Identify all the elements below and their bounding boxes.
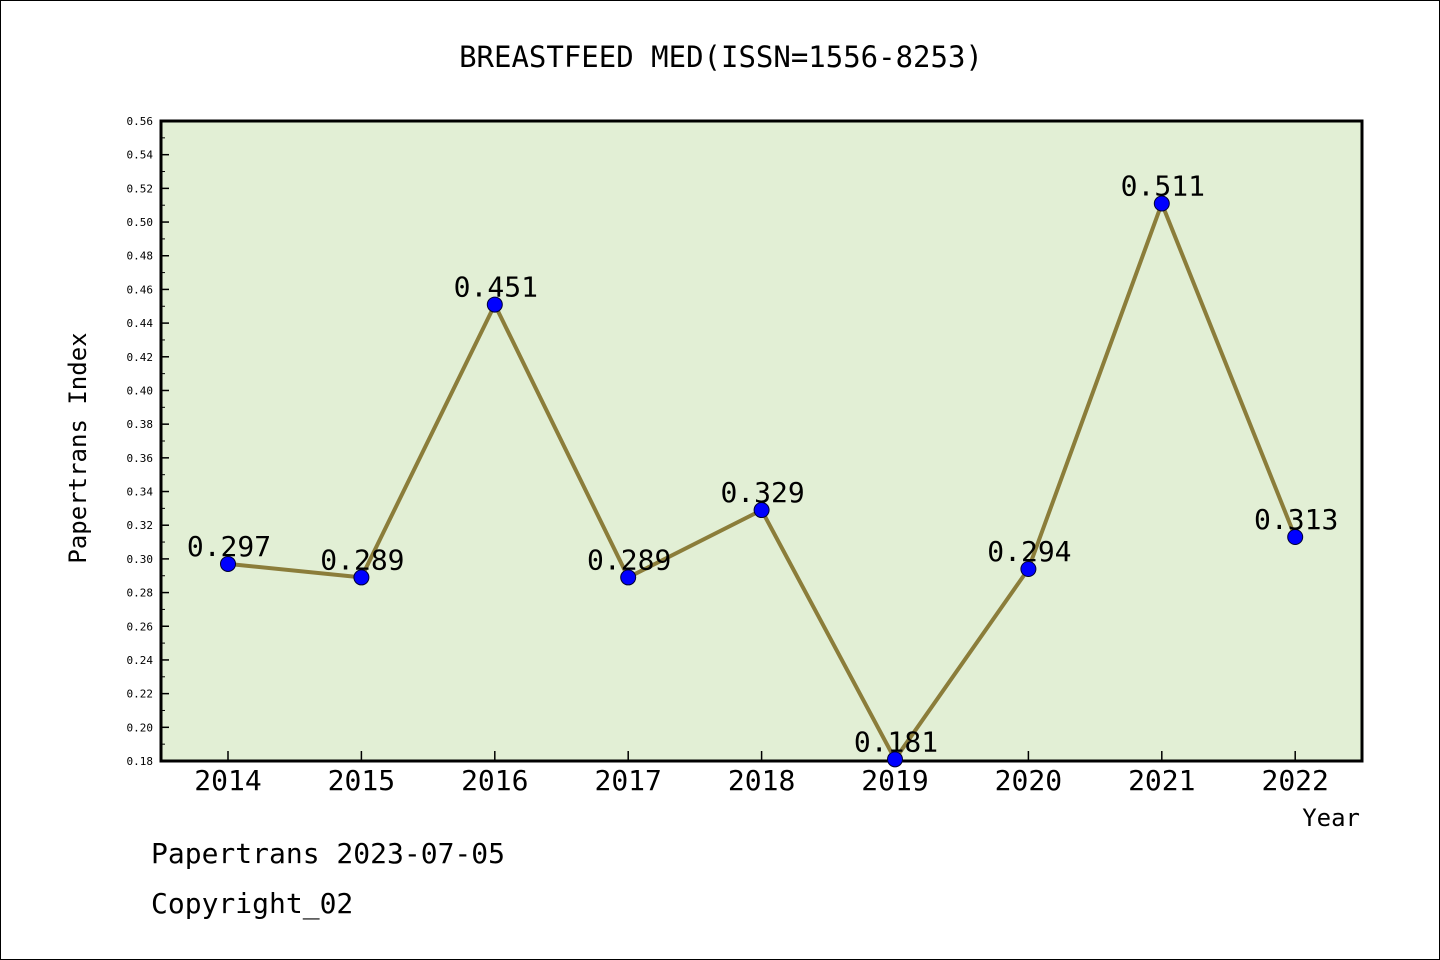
x-tick-label: 2021 [1128,764,1195,797]
data-label: 0.451 [454,271,538,304]
y-tick-label: 0.22 [127,688,154,701]
data-label: 0.181 [854,725,938,758]
data-label: 0.297 [187,530,271,563]
y-tick-label: 0.46 [127,283,154,296]
x-axis-title: Year [1302,804,1360,832]
data-point [1287,529,1304,545]
plot-area [159,119,1364,763]
data-point [220,555,236,572]
data-label: 0.294 [987,535,1071,568]
data-label: 0.289 [320,543,404,576]
data-point [620,569,637,586]
data-point [753,502,770,519]
data-label: 0.313 [1254,503,1338,536]
data-points [220,195,1304,768]
y-tick-label: 0.36 [127,452,154,465]
x-tick-label: 2022 [1261,764,1328,797]
data-point [1153,195,1170,212]
chart-title: BREASTFEED MED(ISSN=1556-8253) [459,40,983,74]
data-label: 0.289 [587,543,671,576]
y-tick-label: 0.50 [127,216,154,229]
x-tick-label: 2015 [328,764,395,797]
x-tick-label: 2020 [995,764,1062,797]
y-tick-label: 0.38 [127,418,154,431]
footer-date: Papertrans 2023-07-05 [151,837,506,870]
data-point [1020,561,1037,577]
x-axis: 2014 2015 2016 2017 2018 2019 2020 2021 2022 [194,751,1329,797]
y-tick-label: 0.28 [127,587,154,600]
y-tick-label: 0.56 [127,115,154,128]
y-tick-label: 0.30 [127,553,154,566]
data-point [353,569,370,586]
x-tick-label: 2014 [194,764,261,797]
y-axis: 0.18 0.20 0.22 0.24 0.26 0.28 0.30 0.32 0.34 0.36… [127,115,169,768]
y-tick-label: 0.44 [127,317,154,330]
y-tick-label: 0.54 [127,149,154,162]
y-tick-label: 0.26 [127,620,154,633]
y-tick-label: 0.52 [127,182,154,195]
y-tick-label: 0.34 [127,486,154,499]
y-tick-label: 0.18 [127,755,154,768]
x-tick-label: 2016 [461,764,528,797]
y-tick-label: 0.42 [127,351,154,364]
x-tick-label: 2017 [594,764,661,797]
footer-copyright: Copyright_02 [151,887,354,920]
data-labels: 0.297 0.289 0.451 0.289 0.329 0.181 0.294 0.511… [187,170,1338,759]
y-tick-label: 0.40 [127,384,154,397]
y-axis-title: Papertrans Index [64,332,92,563]
y-tick-label: 0.32 [127,519,154,532]
data-point [887,751,903,768]
y-tick-label: 0.48 [127,250,154,263]
data-point [486,296,503,313]
y-tick-label: 0.20 [127,721,154,734]
x-tick-label: 2018 [728,764,795,797]
data-label: 0.511 [1121,170,1205,203]
y-tick-label: 0.24 [127,654,154,667]
x-tick-label: 2019 [861,764,928,797]
data-label: 0.329 [720,476,804,509]
